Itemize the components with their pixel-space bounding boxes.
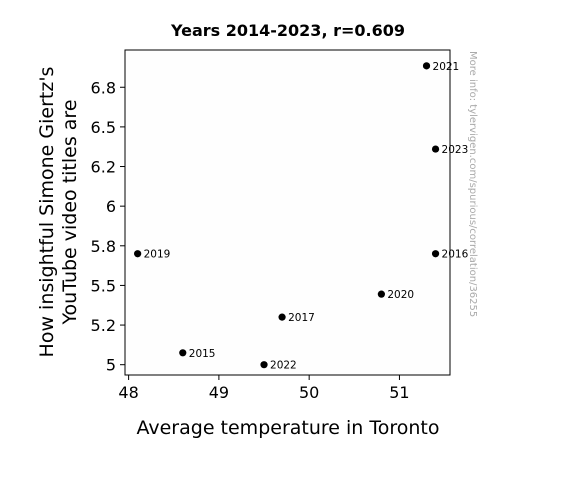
x-tick-label: 48 bbox=[118, 383, 138, 402]
x-tick-label: 49 bbox=[209, 383, 229, 402]
data-point-label-2019: 2019 bbox=[144, 249, 171, 261]
y-tick-label: 6.5 bbox=[91, 118, 116, 137]
data-point-2016 bbox=[431, 250, 440, 258]
y-tick-label: 5.2 bbox=[91, 316, 116, 335]
data-point-label-2015: 2015 bbox=[189, 348, 216, 360]
y-tick-label: 6.2 bbox=[91, 158, 116, 177]
y-tick-label: 5.8 bbox=[91, 237, 116, 256]
data-point-label-2020: 2020 bbox=[387, 289, 414, 301]
y-tick-label: 5.5 bbox=[91, 276, 116, 295]
chart-title: Years 2014-2023, r=0.609 bbox=[170, 21, 405, 40]
plot-area bbox=[124, 49, 451, 376]
data-point-2023 bbox=[431, 145, 440, 153]
x-tick-label: 51 bbox=[389, 383, 409, 402]
x-tick-label: 50 bbox=[299, 383, 319, 402]
data-point-2015 bbox=[179, 349, 187, 357]
y-axis-label-line-1-text: How insightful Simone Giertz's bbox=[36, 67, 58, 358]
data-point-2022 bbox=[260, 361, 268, 369]
data-points: 2015 2016 2017 2019 2020 2021 2022 2023 bbox=[134, 61, 469, 372]
watermark: More info: tylervigen.com/spurious/corre… bbox=[467, 51, 478, 317]
x-axis: 48 49 50 51 bbox=[118, 375, 410, 402]
y-axis: 5 5.2 5.5 5.8 6 6.2 6.5 6.8 bbox=[91, 78, 125, 375]
data-point-2021 bbox=[422, 62, 431, 70]
data-point-label-2022: 2022 bbox=[270, 360, 297, 372]
data-point-label-2021: 2021 bbox=[433, 61, 460, 73]
data-point-2017 bbox=[278, 313, 286, 321]
y-tick-label: 6.8 bbox=[91, 78, 116, 97]
data-point-2020 bbox=[377, 290, 385, 298]
y-axis-label-line-2-text: YouTube video titles are bbox=[59, 99, 81, 325]
data-point-label-2023: 2023 bbox=[442, 144, 469, 156]
x-axis-label: Average temperature in Toronto bbox=[136, 417, 439, 439]
data-point-label-2016: 2016 bbox=[442, 249, 469, 261]
data-point-label-2017: 2017 bbox=[288, 312, 315, 324]
y-tick-label: 6 bbox=[106, 197, 116, 216]
y-tick-label: 5 bbox=[106, 356, 116, 375]
data-point-2019 bbox=[134, 250, 142, 258]
